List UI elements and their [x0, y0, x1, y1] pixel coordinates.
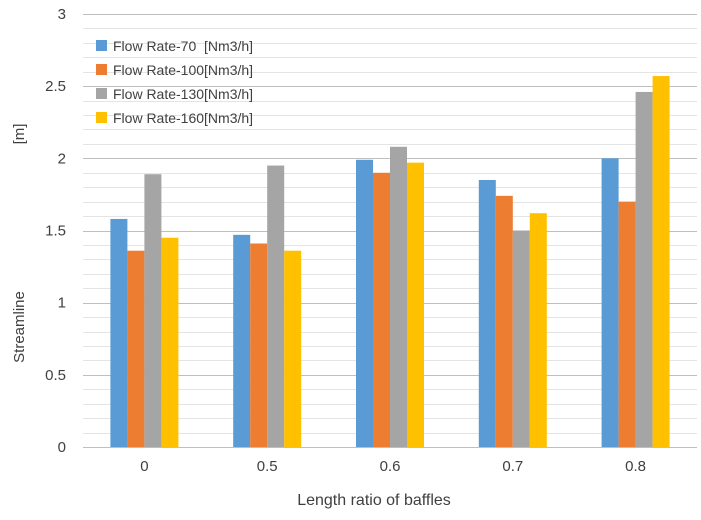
- y-tick-label: 1.5: [45, 223, 66, 240]
- bar: [373, 172, 390, 447]
- legend-label: Flow Rate-100[Nm3/h]: [113, 62, 253, 78]
- legend-swatch: [96, 88, 107, 99]
- bar: [233, 234, 251, 447]
- bar: [284, 250, 302, 447]
- bar: [635, 91, 653, 447]
- y-tick-label: 3: [58, 6, 66, 23]
- y-tick-label: 2: [58, 150, 66, 167]
- y-tick-label: 1: [58, 295, 66, 312]
- y-axis-unit-label: [m]: [11, 124, 28, 145]
- x-tick-label: 0.6: [380, 458, 401, 475]
- legend-label: Flow Rate-70 [Nm3/h]: [113, 38, 253, 54]
- bar: [529, 213, 547, 447]
- legend-label: Flow Rate-130[Nm3/h]: [113, 86, 253, 102]
- bar: [250, 243, 268, 447]
- bar: [267, 165, 285, 448]
- x-tick-label: 0.8: [625, 458, 646, 475]
- bar: [356, 159, 373, 447]
- y-tick-label: 2.5: [45, 78, 66, 95]
- x-tick-label: 0.5: [257, 458, 278, 475]
- bar: [407, 162, 424, 447]
- bar: [495, 195, 513, 447]
- x-tick-label: 0.7: [502, 458, 523, 475]
- bar: [127, 250, 145, 447]
- bar: [601, 158, 619, 447]
- y-tick-label: 0: [58, 439, 66, 456]
- y-tick-labels: 0 0.5 1 1.5 2 2.5 3: [45, 6, 66, 456]
- bar: [144, 174, 162, 447]
- bar: [161, 237, 179, 447]
- legend-swatch: [96, 112, 107, 123]
- x-tick-labels: 0 0.5 0.6 0.7 0.8: [140, 458, 646, 475]
- bar: [512, 230, 530, 447]
- legend: Flow Rate-70 [Nm3/h] Flow Rate-100[Nm3/h]…: [96, 38, 253, 126]
- legend-swatch: [96, 64, 107, 75]
- legend-label: Flow Rate-160[Nm3/h]: [113, 110, 253, 126]
- bar: [478, 179, 496, 448]
- bar: [390, 146, 407, 448]
- bar: [618, 201, 636, 447]
- y-axis-label: Streamline: [11, 291, 28, 363]
- legend-swatch: [96, 40, 107, 51]
- bar: [652, 76, 670, 447]
- y-tick-label: 0.5: [45, 367, 66, 384]
- bars: [110, 76, 670, 448]
- x-tick-label: 0: [140, 458, 148, 475]
- x-axis-label: Length ratio of baffles: [297, 492, 451, 509]
- bar: [110, 218, 128, 447]
